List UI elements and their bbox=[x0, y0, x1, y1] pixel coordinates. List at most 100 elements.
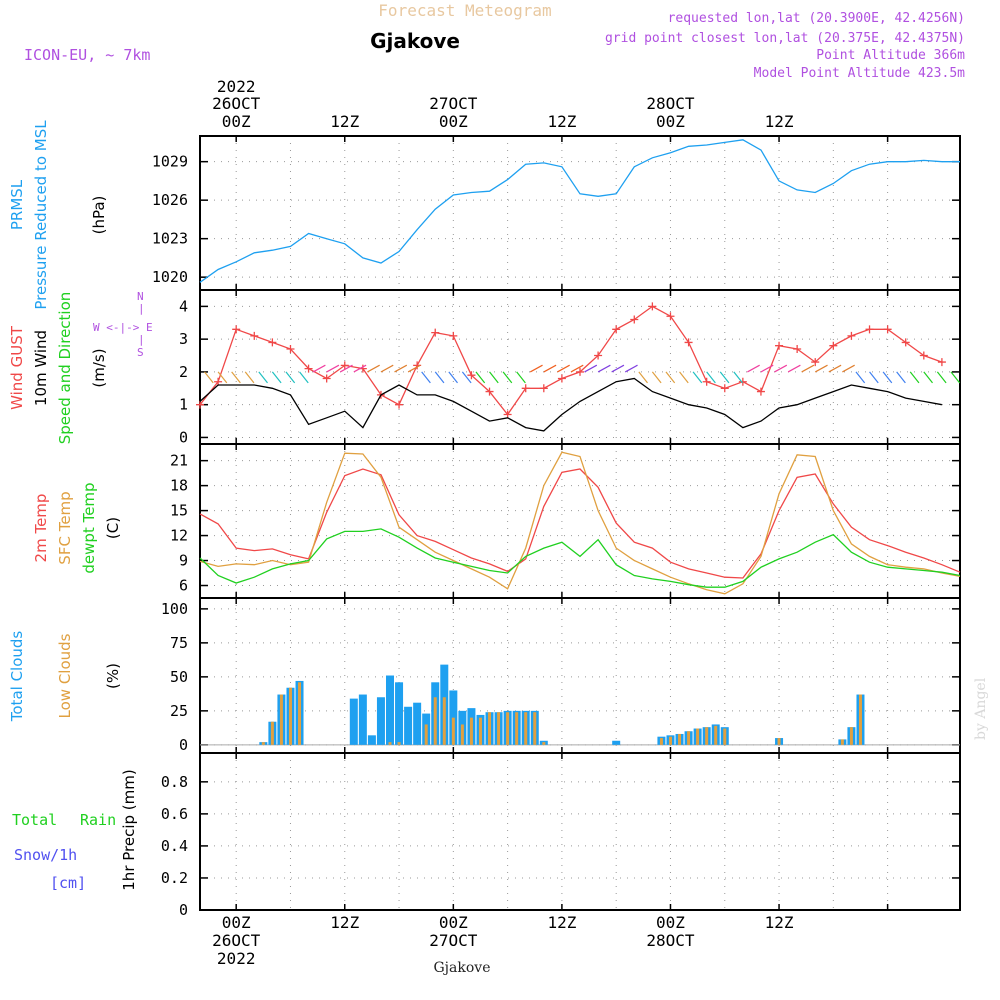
compass-we: W <-|-> E bbox=[93, 321, 153, 334]
pressure-label: PRMSL bbox=[8, 179, 26, 230]
low-cloud-bar bbox=[478, 717, 482, 745]
low-cloud-bar bbox=[533, 712, 537, 745]
low-cloud-bar bbox=[515, 712, 519, 745]
wind-barb bbox=[651, 371, 662, 384]
wind-barb bbox=[394, 364, 408, 373]
wind-speed-direction-label: Speed and Direction bbox=[56, 292, 74, 445]
y-tick-label: 1023 bbox=[152, 230, 188, 248]
gust-marker bbox=[196, 400, 204, 409]
total-cloud-bar bbox=[612, 740, 621, 745]
low-cloud-bar bbox=[723, 728, 727, 745]
y-tick-label: 0.4 bbox=[161, 837, 188, 855]
rain-label: Total bbox=[12, 811, 57, 829]
gust-marker bbox=[901, 338, 910, 347]
total-cloud-bar bbox=[349, 698, 358, 745]
low-cloud-bar bbox=[506, 712, 510, 745]
wind-label: 10m Wind bbox=[32, 330, 50, 406]
wind-barb bbox=[258, 371, 268, 384]
grid-point-coords: grid point closest lon,lat (20.375E, 42.… bbox=[605, 31, 965, 46]
y-tick-label: 1 bbox=[179, 396, 188, 414]
snow-unit-label: [cm] bbox=[50, 874, 86, 892]
gust-marker bbox=[340, 361, 349, 370]
low-cloud-bar bbox=[858, 694, 862, 745]
wind-barb bbox=[353, 364, 367, 373]
gust-marker bbox=[666, 312, 675, 321]
wind-barb bbox=[407, 364, 421, 373]
wind-barb bbox=[421, 371, 431, 384]
wind-barb bbox=[624, 364, 638, 373]
wind-barb bbox=[502, 371, 513, 384]
bottom-time-label: 2022 bbox=[217, 949, 256, 968]
wind-unit: (m/s) bbox=[90, 348, 108, 387]
wind-barb bbox=[271, 371, 282, 384]
y-tick-label: 0.8 bbox=[161, 773, 188, 791]
y-tick-label: 0 bbox=[179, 428, 188, 446]
wind-barb bbox=[326, 364, 340, 373]
wind-barb bbox=[434, 371, 445, 384]
wind-barb bbox=[814, 364, 828, 373]
gust-marker bbox=[431, 328, 440, 337]
wind-barb bbox=[896, 371, 906, 384]
wind-barb bbox=[774, 364, 788, 373]
top-time-label: 28OCT bbox=[646, 94, 695, 113]
gust-line bbox=[199, 305, 943, 416]
low-cloud-bar bbox=[524, 712, 528, 745]
point-altitude: Point Altitude 366m bbox=[816, 48, 965, 63]
bottom-time-label: 12Z bbox=[330, 913, 359, 932]
clouds-unit: (%) bbox=[104, 663, 122, 689]
wind-barb bbox=[706, 371, 716, 384]
compass-line: | bbox=[138, 333, 145, 346]
top-time-label: 00Z bbox=[222, 112, 251, 131]
precip-unit: 1hr Precip (mm) bbox=[120, 769, 138, 890]
gust-marker bbox=[919, 351, 928, 360]
low-cloud-bar bbox=[705, 727, 709, 745]
y-tick-label: 75 bbox=[170, 634, 188, 652]
wind-barb bbox=[909, 371, 920, 384]
gust-marker bbox=[304, 364, 313, 373]
y-tick-label: 25 bbox=[170, 702, 188, 720]
wind-barb bbox=[597, 364, 611, 373]
gust-marker bbox=[268, 338, 277, 347]
low-clouds-label: Low Clouds bbox=[56, 633, 74, 718]
low-cloud-bar bbox=[397, 742, 401, 745]
panel-frame bbox=[199, 752, 961, 911]
low-cloud-bar bbox=[261, 742, 265, 745]
gust-marker bbox=[395, 400, 404, 409]
top-time-label: 27OCT bbox=[429, 94, 478, 113]
credit-watermark: by Angel bbox=[973, 677, 989, 740]
low-cloud-bar bbox=[696, 728, 700, 745]
top-time-label: 12Z bbox=[330, 112, 359, 131]
wind-barb bbox=[747, 364, 760, 373]
low-cloud-bar bbox=[451, 717, 455, 745]
wind-barb bbox=[923, 371, 933, 384]
gust-marker bbox=[322, 374, 331, 383]
temp2m-label: 2m Temp bbox=[32, 494, 50, 563]
gust-marker bbox=[829, 341, 838, 350]
wind-barb bbox=[516, 371, 526, 384]
requested-coords: requested lon,lat (20.3900E, 42.4256N) bbox=[668, 11, 965, 26]
gust-marker bbox=[467, 371, 476, 380]
wind-barb bbox=[828, 364, 842, 373]
total-cloud-bar bbox=[376, 697, 385, 745]
gust-marker bbox=[865, 325, 874, 334]
top-time-label: 12Z bbox=[765, 112, 794, 131]
total-cloud-bar bbox=[367, 735, 376, 745]
gust-marker bbox=[702, 377, 711, 386]
top-time-label: 2022 bbox=[217, 77, 256, 96]
gust-marker bbox=[594, 351, 603, 360]
wind-barb bbox=[461, 371, 472, 384]
low-cloud-bar bbox=[469, 717, 473, 745]
gust-marker bbox=[232, 325, 241, 334]
panel-frame bbox=[199, 597, 961, 754]
gust-marker bbox=[811, 358, 820, 367]
gust-marker bbox=[756, 387, 765, 396]
y-tick-label: 21 bbox=[170, 452, 188, 470]
gust-marker bbox=[485, 387, 494, 396]
wind-barb bbox=[217, 371, 228, 384]
low-cloud-bar bbox=[433, 697, 437, 745]
wind-barb bbox=[244, 371, 255, 384]
bottom-time-label: 12Z bbox=[547, 913, 576, 932]
wind-barb bbox=[529, 364, 543, 373]
gust-marker bbox=[937, 358, 946, 367]
